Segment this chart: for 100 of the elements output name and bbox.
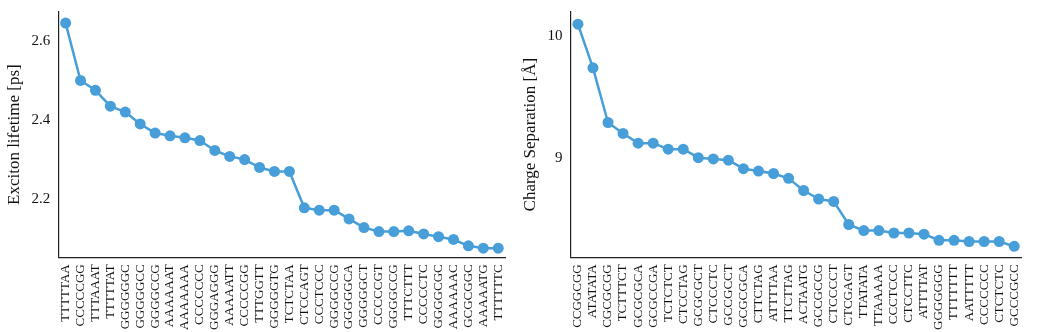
point xyxy=(328,204,340,216)
x-tick-label: GGGGCCG xyxy=(146,264,162,329)
point xyxy=(1008,240,1020,252)
point xyxy=(313,204,325,216)
point xyxy=(433,231,445,243)
x-tick-label: CCCCCGT xyxy=(370,264,386,325)
point xyxy=(209,144,221,156)
y-tick-label: 10 xyxy=(547,27,563,44)
x-tick-label: CTCCAGT xyxy=(295,264,311,325)
point xyxy=(963,236,975,247)
x-tick-label: TCTCTCT xyxy=(659,264,675,323)
x-tick-label: CCCCCGG xyxy=(71,264,87,327)
point xyxy=(888,227,900,239)
point xyxy=(239,154,251,166)
x-tick-label: AAAAAAC xyxy=(444,264,460,330)
x-tick-label: GCGCGGC xyxy=(459,264,475,328)
point xyxy=(60,17,72,29)
x-tick-label: GCCGCCG xyxy=(810,264,826,328)
point xyxy=(254,161,266,173)
x-tick-label: GGGGCCG xyxy=(325,264,341,329)
x-tick-label: GGGAGGG xyxy=(206,264,222,330)
point xyxy=(164,130,176,142)
point xyxy=(298,202,310,214)
point xyxy=(617,127,629,139)
x-tick-label: CCCTCCC xyxy=(885,264,901,325)
point xyxy=(75,74,87,86)
point xyxy=(358,222,370,234)
x-tick-label: GCGCGCA xyxy=(629,263,645,328)
point xyxy=(89,84,101,96)
x-tick-label: CTCCCTC xyxy=(704,264,720,324)
x-tick-label: TCTTTCT xyxy=(614,264,630,322)
x-tick-label: GGGGCGC xyxy=(429,264,445,329)
y-tick-label: 9 xyxy=(554,148,563,165)
x-tick-label: TTTGGTT xyxy=(250,264,266,323)
x-tick-label: CCGGCGG xyxy=(569,264,585,328)
x-tick-label: CTCCTAG xyxy=(674,264,690,324)
point xyxy=(447,233,459,245)
x-tick-label: TTCTTAG xyxy=(779,264,795,323)
x-tick-label: AATTTTT xyxy=(960,264,976,322)
x-tick-label: CCCCCTC xyxy=(415,264,431,325)
y-axis-title: Exciton lifetime [ps] xyxy=(3,64,23,205)
x-tick-label: ATTTTAT xyxy=(915,264,931,319)
point xyxy=(662,143,674,155)
x-tick-label: TTTTTTC xyxy=(489,264,505,321)
point xyxy=(119,106,131,118)
x-tick-label: GCGCCGA xyxy=(644,263,660,328)
point xyxy=(993,236,1005,247)
x-tick-label: GGGGGTG xyxy=(265,264,281,329)
point xyxy=(707,153,719,165)
point xyxy=(149,127,161,139)
x-tick-label: ACTAATG xyxy=(795,264,811,324)
point xyxy=(572,18,584,30)
y-axis-title: Charge Separation [Å] xyxy=(519,57,539,212)
x-tick-label: TTTTTAT xyxy=(101,264,117,319)
point xyxy=(843,219,855,230)
point xyxy=(677,143,689,155)
point xyxy=(903,227,915,239)
x-tick-label: AAAAATG xyxy=(474,264,490,328)
x-tick-label: AAAAAAT xyxy=(161,264,177,328)
x-tick-label: TTATATA xyxy=(855,263,871,319)
point xyxy=(343,213,355,225)
point xyxy=(722,154,734,166)
x-tick-label: CGCGCGG xyxy=(599,264,615,328)
point xyxy=(752,165,764,177)
x-tick-label: CTCCTTC xyxy=(900,264,916,323)
x-tick-label: CTCTCTC xyxy=(990,264,1006,323)
x-tick-label: TTTTTAA xyxy=(57,263,73,322)
point xyxy=(134,118,146,130)
point xyxy=(268,165,280,177)
point xyxy=(798,185,810,196)
y-tick-label: 2.2 xyxy=(31,190,51,207)
x-tick-label: GCCGCCT xyxy=(719,264,735,326)
y-tick-label: 2.6 xyxy=(31,31,51,48)
point xyxy=(283,165,295,177)
point xyxy=(647,137,659,149)
point xyxy=(933,234,945,246)
x-tick-label: TTTCTTT xyxy=(400,264,416,321)
point xyxy=(224,150,236,162)
x-tick-label: GCGCGCA xyxy=(734,263,750,328)
point xyxy=(978,236,990,247)
x-tick-label: TTAAAAA xyxy=(870,263,886,327)
point xyxy=(858,225,870,237)
x-tick-label: CTCGAGT xyxy=(840,264,856,326)
point xyxy=(418,228,430,240)
x-tick-label: GGGGGCA xyxy=(340,263,356,330)
point xyxy=(492,242,504,254)
x-tick-label: GGGGCCG xyxy=(385,264,401,329)
x-tick-label: TTTAAAT xyxy=(86,264,102,322)
point xyxy=(873,225,885,237)
x-tick-label: CCCCCCC xyxy=(975,264,991,325)
point xyxy=(692,152,704,164)
point xyxy=(477,242,489,254)
x-tick-label: GCCCGCC xyxy=(1005,264,1021,327)
point xyxy=(373,226,385,238)
point xyxy=(104,100,116,112)
point xyxy=(194,135,206,147)
x-tick-label: CTTCTAG xyxy=(749,264,765,324)
point xyxy=(813,193,825,205)
x-tick-label: GGGGGGC xyxy=(116,264,132,330)
x-tick-label: ATTTTAA xyxy=(764,263,780,322)
